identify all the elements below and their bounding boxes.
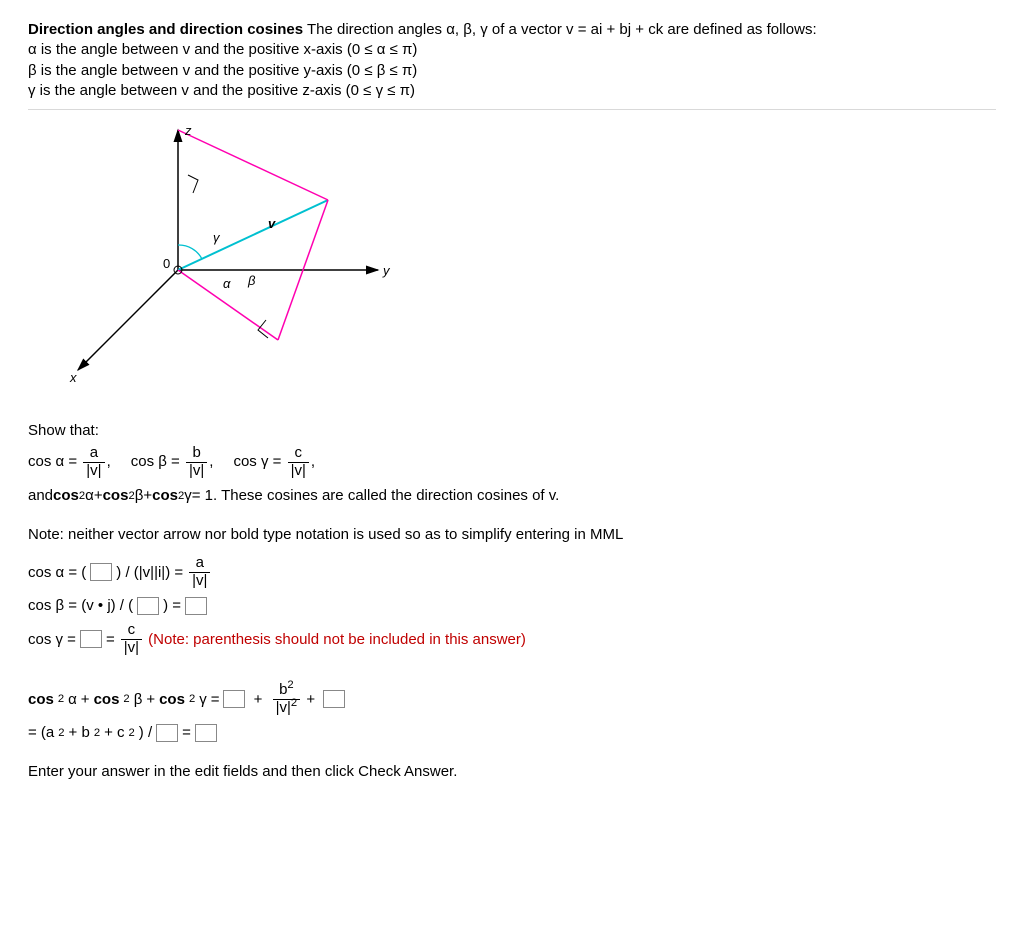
sum-of-squares-line2: = (a2 + b2 + c2 ) / =	[28, 722, 996, 743]
header-line-gamma: γ is the angle between v and the positiv…	[28, 82, 415, 99]
cos-alpha-label: cos α =	[28, 453, 81, 470]
show-that-fractions: cos α = a |v| , cos β = b |v| , cos γ = …	[28, 445, 996, 479]
svg-text:β: β	[247, 273, 256, 288]
svg-text:v: v	[268, 216, 276, 231]
frac-c-over-v: c |v|	[288, 445, 309, 479]
header-title: Direction angles and direction cosines	[28, 21, 303, 38]
frac-a-over-v: a |v|	[83, 445, 104, 479]
input-sum-result[interactable]	[195, 724, 217, 742]
svg-text:x: x	[69, 370, 77, 385]
work-cos-gamma: cos γ = = c |v| (Note: parenthesis shoul…	[28, 622, 996, 656]
footer-instruction: Enter your answer in the edit fields and…	[28, 763, 996, 780]
input-cos-beta-denominator[interactable]	[137, 597, 159, 615]
divider	[28, 109, 996, 110]
input-cos-beta-result[interactable]	[185, 597, 207, 615]
note-parenthesis: (Note: parenthesis should not be include…	[148, 629, 526, 650]
input-cos-gamma-expr[interactable]	[80, 630, 102, 648]
svg-text:y: y	[382, 263, 391, 278]
cos-beta-label: cos β =	[131, 453, 184, 470]
vector-diagram: z y x v 0 γ α β	[28, 120, 996, 404]
svg-text:α: α	[223, 276, 231, 291]
input-sum-denominator[interactable]	[156, 724, 178, 742]
frac-b-over-v: b |v|	[186, 445, 207, 479]
header-intro: The direction angles α, β, γ of a vector…	[303, 21, 817, 38]
svg-text:0: 0	[163, 256, 170, 271]
work-cos-beta: cos β = (v • j) / ( ) =	[28, 595, 996, 616]
input-sum-term3[interactable]	[323, 690, 345, 708]
show-that-heading: Show that:	[28, 422, 996, 439]
header-line-beta: β is the angle between v and the positiv…	[28, 62, 417, 79]
cos-gamma-label: cos γ =	[233, 453, 285, 470]
show-that-identity: and cos2α + cos2β + cos2γ = 1. These cos…	[28, 485, 996, 506]
work-cos-alpha: cos α = ( ) / (|v||i|) = a |v|	[28, 555, 996, 589]
header-line-alpha: α is the angle between v and the positiv…	[28, 41, 417, 58]
problem-header: Direction angles and direction cosines T…	[28, 20, 996, 101]
input-sum-term1[interactable]	[223, 690, 245, 708]
input-cos-alpha-numerator[interactable]	[90, 563, 112, 581]
svg-text:γ: γ	[213, 230, 221, 245]
mml-note: Note: neither vector arrow nor bold type…	[28, 526, 996, 543]
sum-of-squares-line1: cos2α + cos2β + cos2γ = + b2 |v|2 +	[28, 682, 996, 716]
svg-text:z: z	[184, 123, 192, 138]
